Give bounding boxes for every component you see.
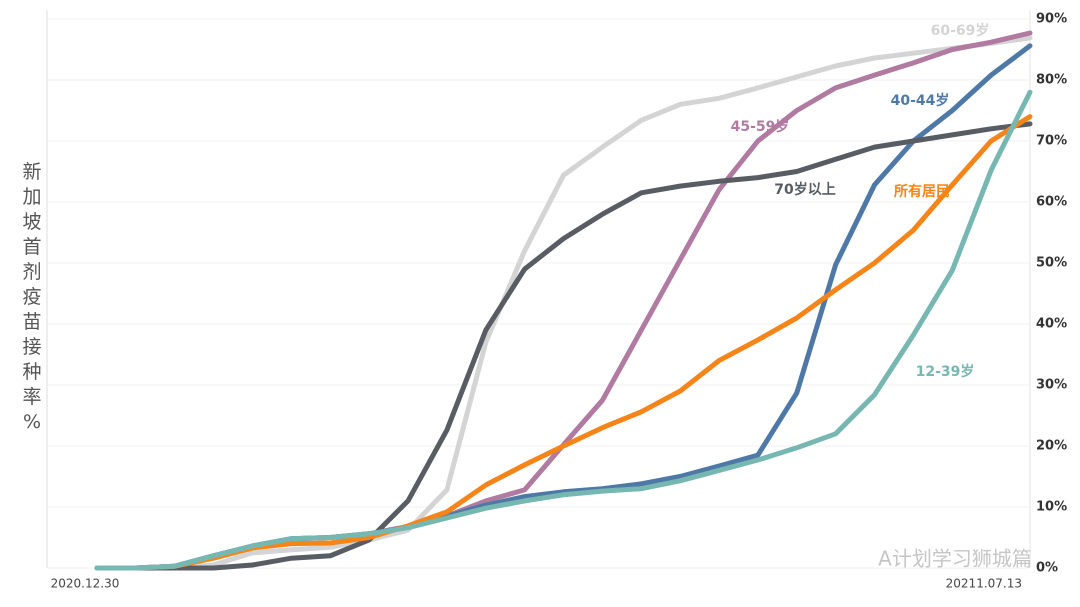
x-tick-label: 20211.07.13 (946, 577, 1022, 591)
series-line (94, 114, 1033, 571)
y-tick-label: 30% (1036, 378, 1067, 393)
y-axis-label: 新加坡首剂疫苗接种率% (22, 161, 41, 433)
series-label: 12-39岁 (916, 363, 975, 380)
y-tick-label: 50% (1036, 256, 1067, 271)
series-label: 60-69岁 (931, 22, 990, 39)
series-line (94, 121, 1033, 571)
y-tick-label: 60% (1036, 195, 1067, 210)
y-tick-label: 20% (1036, 439, 1067, 454)
watermark: A计划学习狮城篇 (878, 547, 1032, 571)
y-tick-label: 90% (1036, 12, 1067, 27)
series-line (94, 35, 1033, 571)
series-label: 45-59岁 (731, 118, 790, 135)
grid (47, 18, 1030, 569)
series-label: 所有居民 (894, 183, 950, 200)
series-line (94, 89, 1033, 571)
series-label: 70岁以上 (774, 181, 835, 198)
series-line (94, 43, 1033, 571)
y-tick-label: 0% (1036, 561, 1058, 576)
y-tick-label: 40% (1036, 317, 1067, 332)
y-tick-label: 80% (1036, 73, 1067, 88)
series-line (94, 30, 1033, 571)
lines (94, 30, 1033, 571)
y-tick-label: 10% (1036, 500, 1067, 515)
labels: 0% 10% 20% 30% 40% 50% 60% 70% 80% 90% 2020.12.30 2… (51, 12, 1067, 591)
series-label: 40-44岁 (891, 92, 950, 109)
x-tick-label: 2020.12.30 (51, 577, 120, 591)
y-tick-label: 70% (1036, 134, 1067, 149)
